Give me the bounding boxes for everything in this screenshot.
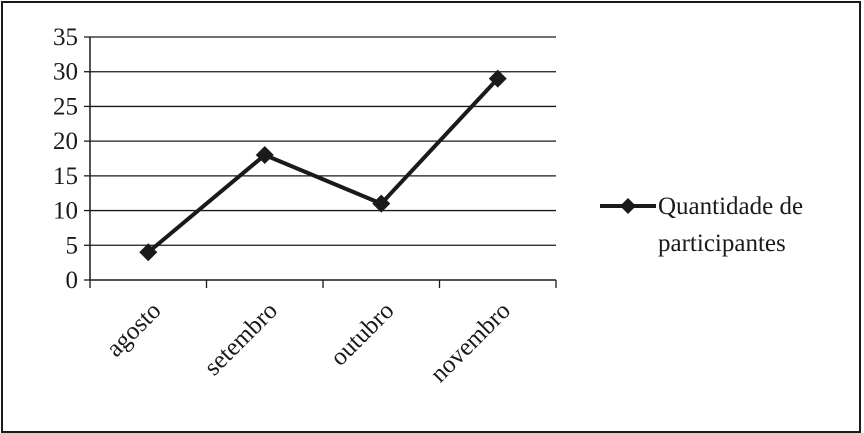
y-tick-label: 30 [53,59,78,86]
data-point-novembro [488,69,507,88]
data-point-outubro [372,194,391,213]
x-category-label-novembro: novembro [425,297,516,388]
x-axis-ticks [89,280,557,288]
legend-diamond-marker [620,198,636,214]
x-category-label-agosto: agosto [101,297,166,362]
y-tick-label: 25 [53,93,78,120]
x-category-label-setembro: setembro [199,297,283,381]
data-point-agosto [139,243,158,262]
y-tick-label: 10 [53,198,78,225]
series-line-group [139,69,507,262]
line-chart: 0 5 10 15 20 25 30 35 agosto setembro outubro nove… [53,24,803,388]
legend-label-line-2: participantes [658,230,786,257]
y-tick-label: 5 [66,232,79,259]
y-tick-label: 15 [53,163,78,190]
legend-label-line-1: Quantidade de [658,193,803,220]
series-line [146,77,500,254]
y-tick-label: 35 [53,24,78,51]
x-axis-category-labels: agosto setembro outubro novembro [101,297,516,388]
y-axis-ticks: 0 5 10 15 20 25 30 35 [53,24,90,294]
y-tick-label: 0 [66,267,79,294]
x-category-label-outubro: outubro [325,297,399,371]
gridlines [90,36,556,246]
y-tick-label: 20 [53,128,78,155]
legend: Quantidade de participantes [600,193,803,257]
data-point-setembro [255,146,274,165]
